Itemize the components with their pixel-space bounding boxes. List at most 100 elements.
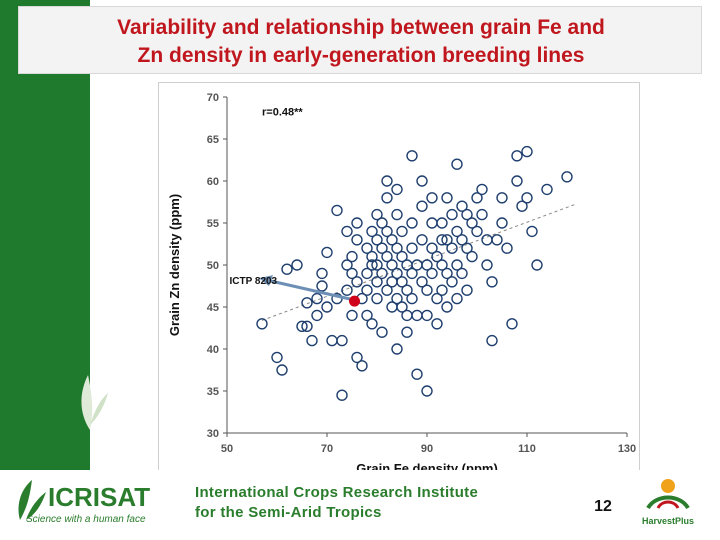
- data-point: [341, 225, 353, 238]
- slide-number: 12: [594, 498, 612, 515]
- data-point: [491, 234, 503, 246]
- data-point: [311, 292, 323, 305]
- data-point: [381, 175, 393, 187]
- y-tick-label: 40: [207, 344, 219, 356]
- data-point: [496, 217, 508, 229]
- data-point: [371, 276, 383, 288]
- data-point: [391, 343, 403, 355]
- data-point: [441, 267, 453, 280]
- data-point: [436, 217, 448, 229]
- logo-text: ICRISAT: [48, 482, 150, 512]
- data-point: [316, 280, 328, 292]
- data-point: [431, 250, 443, 263]
- data-point: [406, 242, 418, 254]
- x-tick-label: 50: [221, 443, 233, 455]
- data-point: [336, 334, 348, 347]
- data-point: [376, 267, 388, 280]
- data-point: [511, 150, 523, 162]
- data-point: [461, 242, 473, 254]
- x-tick-label: 130: [618, 443, 636, 455]
- data-point: [486, 334, 498, 347]
- left-green-bar: [0, 0, 90, 470]
- data-point: [276, 364, 288, 376]
- data-point: [421, 284, 433, 296]
- data-point: [446, 276, 458, 288]
- data-point: [366, 259, 378, 271]
- data-point: [421, 385, 433, 397]
- data-point: [321, 246, 333, 259]
- data-point: [356, 360, 368, 372]
- data-point: [301, 320, 313, 333]
- data-point: [451, 292, 463, 305]
- data-point: [351, 217, 363, 229]
- data-point: [426, 242, 438, 254]
- data-point: [431, 318, 443, 330]
- data-point: [331, 204, 343, 217]
- data-point: [486, 276, 498, 288]
- data-point: [376, 217, 388, 229]
- data-point: [256, 318, 268, 330]
- logo-tagline: Science with a human face: [26, 514, 146, 525]
- data-point: [476, 183, 488, 196]
- correlation-annotation: r=0.48**: [262, 106, 303, 118]
- y-tick-label: 60: [207, 176, 219, 188]
- data-point: [426, 192, 438, 204]
- data-point: [436, 234, 448, 246]
- icrisat-logo: ICRISAT Science with a human face: [18, 480, 150, 525]
- data-point: [311, 309, 323, 322]
- data-point: [371, 208, 383, 221]
- data-point: [396, 301, 408, 313]
- data-point: [381, 250, 393, 263]
- data-point: [521, 145, 533, 158]
- y-tick-label: 35: [207, 386, 219, 398]
- data-point: [401, 284, 413, 296]
- data-point: [526, 225, 538, 238]
- data-point: [516, 200, 528, 212]
- data-point: [391, 183, 403, 196]
- data-point: [401, 309, 413, 322]
- data-point: [381, 284, 393, 296]
- data-point: [371, 259, 383, 271]
- data-point: [346, 250, 358, 263]
- data-point: [296, 320, 308, 333]
- y-tick-label: 65: [207, 134, 219, 146]
- data-point: [481, 234, 493, 246]
- data-point: [426, 267, 438, 280]
- data-point: [496, 192, 508, 204]
- data-point: [376, 242, 388, 254]
- data-point: [361, 267, 373, 280]
- highlight-point: [349, 295, 360, 307]
- data-point: [351, 351, 363, 364]
- data-point: [561, 171, 573, 183]
- data-point: [506, 318, 518, 330]
- x-tick-label: 110: [518, 443, 536, 455]
- data-point: [381, 192, 393, 204]
- data-point: [461, 284, 473, 296]
- data-point: [371, 234, 383, 246]
- data-point: [416, 234, 428, 246]
- highlight-arrow: [266, 278, 351, 301]
- data-point: [541, 183, 553, 196]
- data-point: [456, 234, 468, 246]
- data-point: [351, 234, 363, 246]
- data-point: [316, 267, 328, 280]
- institute-line1: International Crops Research Institute: [195, 484, 479, 501]
- data-point: [386, 259, 398, 271]
- data-point: [476, 208, 488, 221]
- data-point: [366, 318, 378, 330]
- data-point: [391, 242, 403, 254]
- data-point: [456, 200, 468, 212]
- data-point: [521, 192, 533, 204]
- data-point: [396, 250, 408, 263]
- data-point: [391, 208, 403, 221]
- data-point: [301, 297, 313, 309]
- arrow-head: [259, 275, 273, 287]
- data-point: [436, 284, 448, 296]
- data-point: [461, 208, 473, 221]
- chart-frame: 30 35 40 45 50 55 60 65 70 50 70 90 110 130 Grain Fe d…: [158, 82, 640, 478]
- data-point: [381, 225, 393, 238]
- data-point: [531, 259, 543, 271]
- data-point: [436, 259, 448, 271]
- data-point: [446, 242, 458, 254]
